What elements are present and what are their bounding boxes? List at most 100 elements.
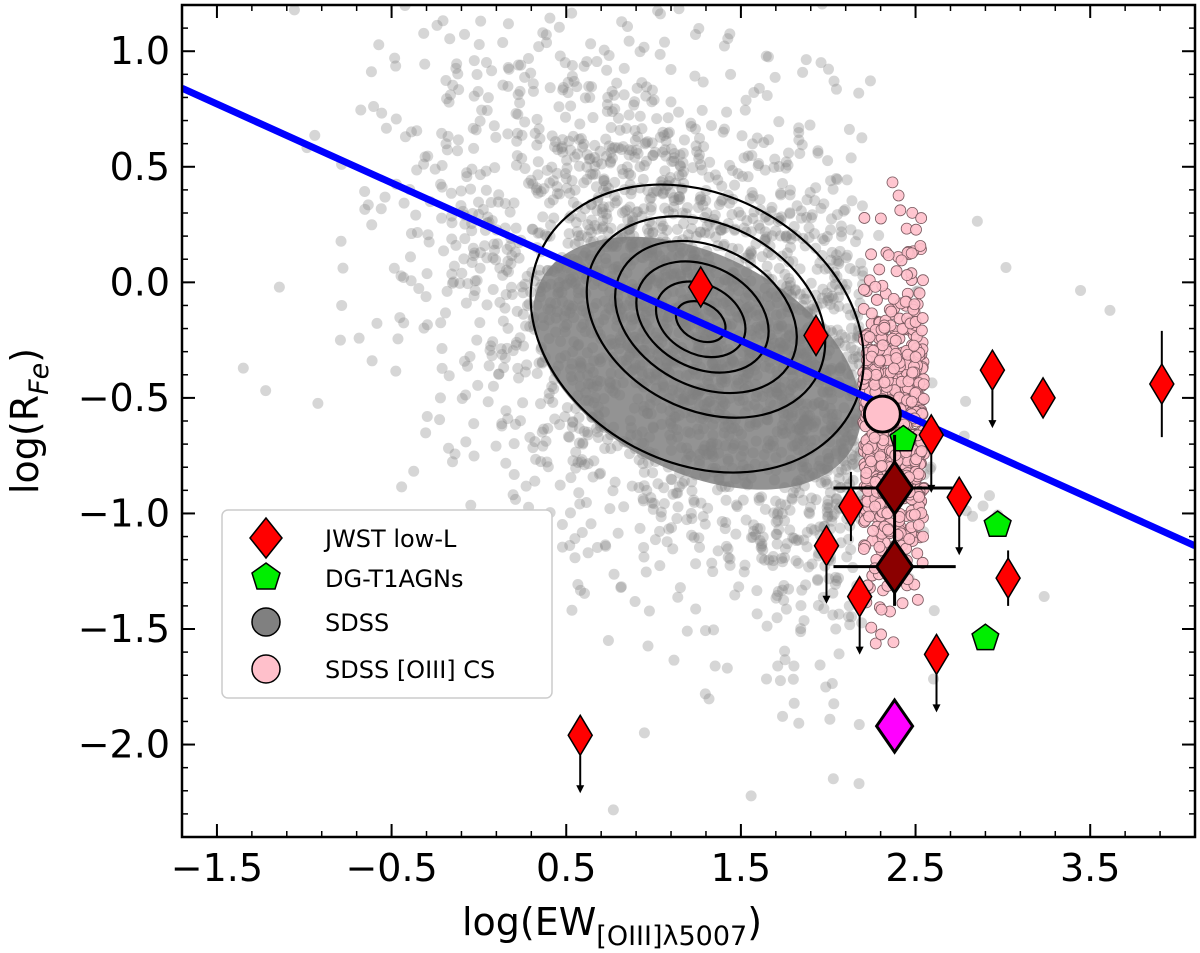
sdss-point	[673, 170, 685, 182]
sdss-point	[681, 321, 693, 333]
sdss-point	[668, 155, 680, 167]
sdss-point	[600, 180, 612, 192]
sdss-point	[781, 538, 793, 550]
sdss-cs-point	[917, 392, 930, 405]
sdss-point	[592, 426, 604, 438]
sdss-point	[754, 534, 766, 546]
sdss-point	[312, 397, 324, 409]
sdss-point	[635, 251, 647, 263]
sdss-point	[638, 480, 650, 492]
sdss-point	[680, 370, 692, 382]
sdss-point	[443, 96, 455, 108]
sdss-point	[519, 278, 531, 290]
sdss-point	[482, 92, 494, 104]
sdss-point	[748, 519, 760, 531]
sdss-point	[634, 237, 646, 249]
sdss-point	[716, 515, 728, 527]
sdss-point	[519, 116, 531, 128]
sdss-point	[831, 492, 843, 504]
sdss-point	[796, 584, 808, 596]
sdss-point	[798, 534, 810, 546]
sdss-point	[783, 386, 795, 398]
sdss-point	[804, 186, 816, 198]
sdss-point	[573, 422, 585, 434]
sdss-point	[627, 241, 639, 253]
sdss-point	[392, 333, 404, 345]
sdss-point	[780, 333, 792, 345]
sdss-point	[612, 261, 624, 273]
sdss-point	[642, 456, 654, 468]
sdss-point	[567, 300, 579, 312]
sdss-point	[466, 257, 478, 269]
sdss-point	[604, 382, 616, 394]
sdss-point	[795, 600, 807, 612]
sdss-point	[757, 531, 769, 543]
sdss-point	[489, 162, 501, 174]
sdss-point	[1104, 304, 1116, 316]
sdss-point	[549, 136, 561, 148]
sdss-point	[588, 279, 600, 291]
sdss-point	[775, 319, 787, 331]
sdss-point	[588, 397, 600, 409]
sdss-point	[714, 224, 726, 236]
sdss-point	[390, 60, 402, 72]
sdss-point	[515, 59, 527, 71]
sdss-point	[569, 552, 581, 564]
sdss-point	[773, 116, 785, 128]
sdss-point	[554, 419, 566, 431]
sdss-cs-point	[890, 352, 903, 365]
sdss-point	[531, 368, 543, 380]
sdss-point	[671, 424, 683, 436]
sdss-point	[715, 374, 727, 386]
sdss-point	[468, 55, 480, 67]
sdss-point	[670, 411, 682, 423]
sdss-point	[967, 510, 979, 522]
sdss-point	[596, 223, 608, 235]
sdss-point	[801, 351, 813, 363]
sdss-point	[633, 482, 645, 494]
sdss-point	[813, 396, 825, 408]
sdss-point	[545, 304, 557, 316]
sdss-point	[683, 448, 695, 460]
sdss-point	[699, 518, 711, 530]
sdss-point	[744, 247, 756, 259]
sdss-point	[741, 371, 753, 383]
sdss-point	[822, 413, 834, 425]
sdss-point	[379, 191, 391, 203]
sdss-point	[527, 78, 539, 90]
sdss-cs-point	[911, 593, 924, 606]
sdss-point	[629, 96, 641, 108]
sdss-point	[521, 359, 533, 371]
sdss-point	[730, 499, 742, 511]
sdss-point	[512, 108, 524, 120]
sdss-point	[780, 156, 792, 168]
sdss-point	[761, 673, 773, 685]
sdss-point	[837, 453, 849, 465]
sdss-point	[597, 215, 609, 227]
sdss-point	[768, 440, 780, 452]
sdss-point	[753, 219, 765, 231]
sdss-point	[654, 525, 666, 537]
sdss-point	[763, 386, 775, 398]
sdss-point	[642, 185, 654, 197]
sdss-point	[838, 402, 850, 414]
sdss-cs-point	[896, 597, 909, 610]
sdss-point	[482, 396, 494, 408]
sdss-point	[758, 137, 770, 149]
sdss-point	[500, 289, 512, 301]
sdss-point	[632, 393, 644, 405]
sdss-point	[784, 422, 796, 434]
sdss-point	[572, 578, 584, 590]
sdss-point	[740, 94, 752, 106]
sdss-point	[621, 359, 633, 371]
sdss-point	[693, 153, 705, 165]
sdss-point	[783, 273, 795, 285]
sdss-point	[604, 376, 616, 388]
sdss-point	[460, 297, 472, 309]
sdss-point	[634, 522, 646, 534]
sdss-point	[760, 210, 772, 222]
sdss-point	[587, 169, 599, 181]
sdss-point	[587, 471, 599, 483]
sdss-point	[577, 250, 589, 262]
sdss-point	[480, 184, 492, 196]
